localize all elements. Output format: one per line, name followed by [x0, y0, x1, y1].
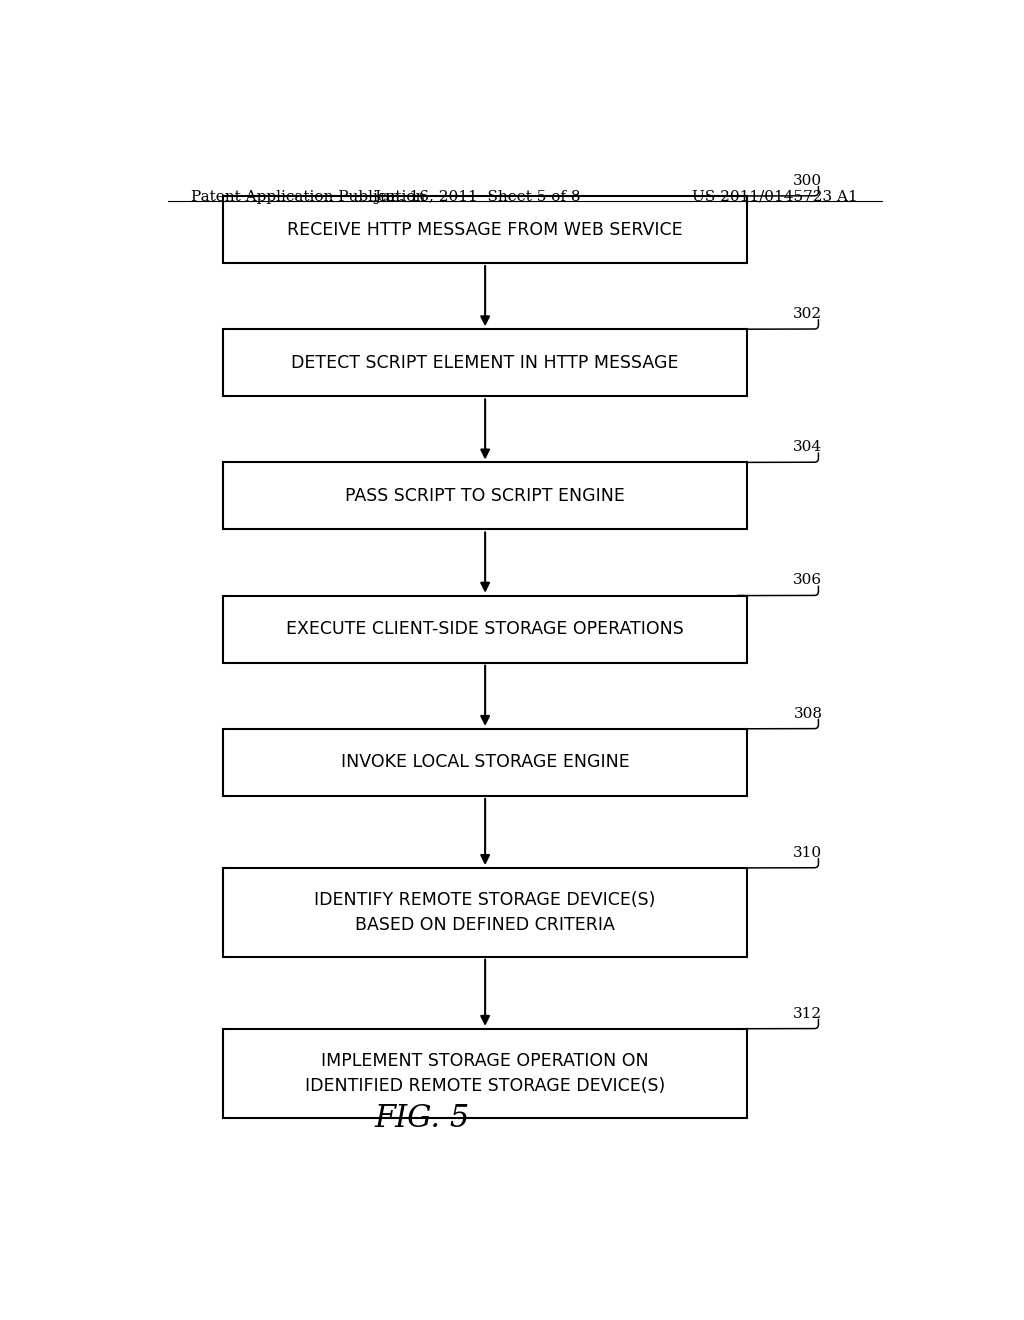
Text: Patent Application Publication: Patent Application Publication	[191, 190, 426, 203]
Text: Jun. 16, 2011  Sheet 5 of 8: Jun. 16, 2011 Sheet 5 of 8	[374, 190, 581, 203]
Text: PASS SCRIPT TO SCRIPT ENGINE: PASS SCRIPT TO SCRIPT ENGINE	[345, 487, 625, 506]
FancyBboxPatch shape	[223, 595, 748, 663]
Text: 306: 306	[794, 573, 822, 587]
Text: FIG. 5: FIG. 5	[374, 1104, 469, 1134]
FancyBboxPatch shape	[223, 195, 748, 263]
Text: US 2011/0145723 A1: US 2011/0145723 A1	[692, 190, 858, 203]
FancyBboxPatch shape	[223, 729, 748, 796]
FancyBboxPatch shape	[223, 462, 748, 529]
Text: RECEIVE HTTP MESSAGE FROM WEB SERVICE: RECEIVE HTTP MESSAGE FROM WEB SERVICE	[288, 220, 683, 239]
Text: 310: 310	[794, 846, 822, 859]
Text: INVOKE LOCAL STORAGE ENGINE: INVOKE LOCAL STORAGE ENGINE	[341, 754, 630, 771]
Text: 304: 304	[794, 441, 822, 454]
FancyBboxPatch shape	[223, 329, 748, 396]
Text: IMPLEMENT STORAGE OPERATION ON
IDENTIFIED REMOTE STORAGE DEVICE(S): IMPLEMENT STORAGE OPERATION ON IDENTIFIE…	[305, 1052, 666, 1094]
FancyBboxPatch shape	[223, 869, 748, 957]
Text: EXECUTE CLIENT-SIDE STORAGE OPERATIONS: EXECUTE CLIENT-SIDE STORAGE OPERATIONS	[287, 620, 684, 638]
Text: 308: 308	[794, 706, 822, 721]
FancyBboxPatch shape	[223, 1028, 748, 1118]
Text: 302: 302	[794, 308, 822, 321]
Text: 312: 312	[794, 1007, 822, 1020]
Text: DETECT SCRIPT ELEMENT IN HTTP MESSAGE: DETECT SCRIPT ELEMENT IN HTTP MESSAGE	[292, 354, 679, 372]
Text: 300: 300	[794, 174, 822, 187]
Text: IDENTIFY REMOTE STORAGE DEVICE(S)
BASED ON DEFINED CRITERIA: IDENTIFY REMOTE STORAGE DEVICE(S) BASED …	[314, 891, 655, 933]
